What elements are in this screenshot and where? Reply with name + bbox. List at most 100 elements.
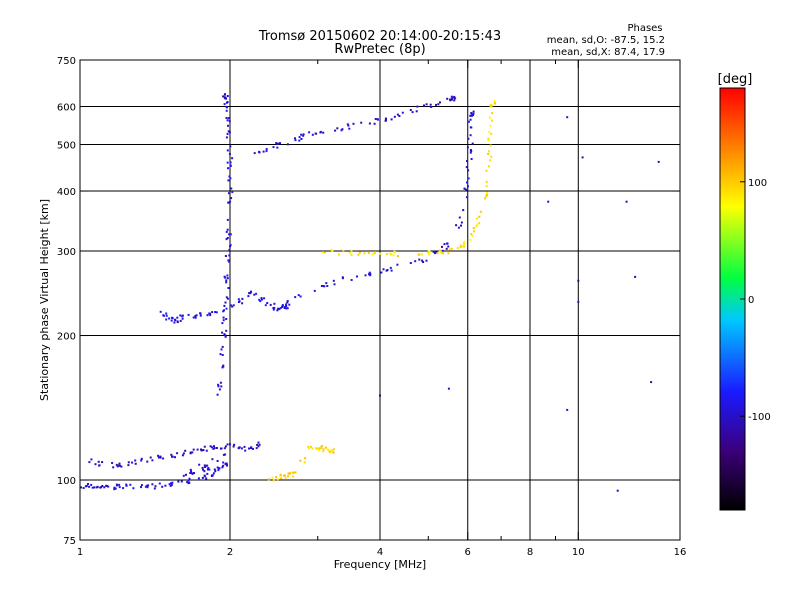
data-point	[471, 234, 474, 237]
data-point	[368, 273, 370, 276]
data-point	[358, 251, 361, 254]
data-point	[401, 111, 404, 114]
data-point	[463, 245, 466, 248]
data-point	[98, 464, 101, 467]
data-point	[229, 145, 232, 148]
data-point	[255, 447, 258, 450]
data-point	[260, 298, 263, 301]
data-point	[213, 447, 216, 450]
data-point	[229, 177, 232, 180]
data-point	[276, 142, 279, 145]
data-point	[225, 307, 228, 310]
data-point	[216, 460, 219, 462]
data-point	[225, 463, 228, 466]
data-point	[459, 244, 462, 247]
data-point	[319, 130, 322, 133]
data-point	[439, 101, 441, 104]
data-point	[322, 448, 325, 451]
data-point	[176, 321, 179, 324]
data-point	[202, 468, 205, 471]
data-point	[276, 478, 279, 481]
data-point	[256, 443, 259, 446]
data-point	[347, 124, 350, 127]
data-point	[466, 181, 468, 184]
data-point	[459, 245, 462, 248]
colorbar-tick-label: -100	[748, 412, 771, 423]
data-point	[222, 364, 225, 367]
data-point	[85, 484, 88, 487]
data-point	[221, 366, 224, 369]
colorbar-ticks: 100 0 -100	[740, 178, 771, 423]
data-point	[206, 464, 209, 467]
data-point	[322, 131, 325, 134]
data-point	[220, 385, 223, 388]
data-point	[188, 477, 191, 480]
data-point	[438, 249, 441, 252]
data-point	[185, 473, 187, 476]
data-point	[229, 200, 232, 203]
data-point	[446, 242, 449, 245]
data-point	[140, 459, 143, 462]
data-point	[650, 381, 653, 384]
data-point	[187, 313, 190, 316]
data-point	[227, 124, 229, 127]
data-point	[390, 118, 393, 121]
data-point	[469, 114, 472, 117]
data-point	[206, 314, 209, 317]
data-point	[198, 463, 201, 466]
data-point	[111, 462, 114, 464]
data-point	[285, 303, 287, 306]
data-point	[318, 449, 321, 452]
data-point	[231, 157, 234, 160]
data-point	[300, 133, 303, 136]
data-point	[223, 333, 226, 336]
data-point	[393, 250, 396, 253]
data-point	[325, 282, 328, 285]
data-point	[223, 304, 226, 307]
data-point	[238, 300, 241, 303]
data-point	[203, 445, 206, 448]
data-point	[454, 97, 457, 100]
data-point	[280, 477, 283, 480]
data-point	[118, 483, 121, 486]
data-point	[272, 146, 275, 149]
data-point	[204, 475, 207, 478]
data-point	[282, 474, 285, 477]
data-point	[224, 463, 227, 466]
data-point	[222, 310, 225, 313]
data-point	[352, 122, 355, 125]
y-axis-label: Stationary phase Virtual Height [km]	[38, 199, 51, 401]
data-point	[425, 103, 428, 106]
data-point	[469, 134, 472, 137]
data-point	[218, 388, 221, 391]
data-point	[467, 120, 470, 123]
data-point	[97, 460, 100, 463]
data-point	[176, 316, 179, 319]
data-point	[165, 318, 168, 321]
data-point	[226, 132, 229, 135]
data-point	[487, 150, 490, 153]
data-point	[411, 111, 414, 114]
data-point	[224, 255, 227, 257]
data-point	[140, 484, 143, 487]
y-tick-label: 400	[57, 187, 76, 198]
data-point	[144, 485, 147, 488]
data-point	[367, 252, 370, 255]
data-point	[323, 285, 326, 288]
data-point	[225, 329, 228, 332]
data-point	[157, 456, 160, 459]
data-point	[292, 475, 295, 478]
data-point	[577, 300, 580, 303]
data-point	[390, 269, 393, 272]
data-point	[191, 472, 194, 475]
data-point	[490, 155, 493, 158]
data-point	[447, 387, 450, 390]
data-point	[240, 447, 243, 450]
data-point	[285, 305, 288, 308]
data-point	[230, 304, 232, 307]
data-point	[451, 97, 453, 100]
data-point	[294, 139, 297, 142]
data-point	[384, 119, 387, 122]
data-point	[272, 479, 275, 482]
data-point	[485, 185, 488, 188]
